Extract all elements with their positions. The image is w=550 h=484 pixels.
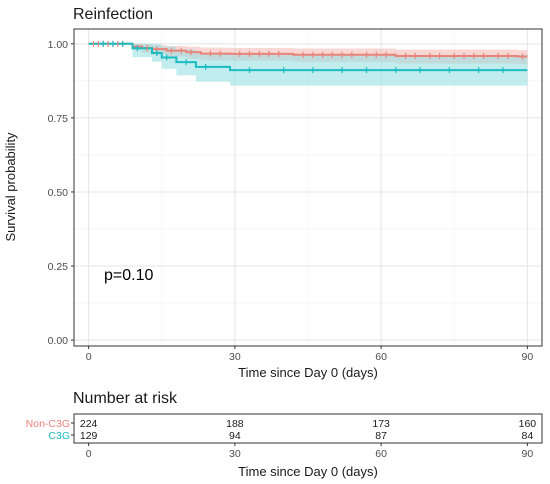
risk-x-ticks: 0 30 60 90 [86,443,534,460]
censor-marks [92,40,524,74]
y-tick-label: 0.75 [48,113,69,125]
risk-x-tick-label: 90 [522,448,534,460]
x-tick-label: 90 [522,351,534,363]
x-tick-label: 30 [229,351,241,363]
risk-x-tick-label: 60 [375,448,387,460]
risk-x-tick-label: 30 [229,448,241,460]
y-tick-label: 0.00 [48,335,69,347]
chart-title: Reinfection [73,6,153,23]
risk-cell: 87 [375,430,387,442]
p-value-annotation: p=0.10 [104,267,153,284]
risk-table-panel [73,413,543,444]
x-ticks: 0 30 60 90 [86,346,534,363]
plot-border [73,28,543,347]
risk-cell: 84 [522,430,534,442]
y-tick-label: 1.00 [48,39,69,51]
confidence-band-c3g [88,43,528,86]
risk-cell: 129 [80,430,98,442]
survival-curves [88,42,528,72]
y-ticks: 0.00 0.25 0.50 0.75 1.00 [48,39,74,347]
risk-cell: 173 [372,418,390,430]
risk-row-label: C3G [48,430,70,442]
risk-row-label: Non-C3G [26,418,70,430]
survival-curve-c3g [88,42,528,72]
risk-x-axis-label: Time since Day 0 (days) [238,464,378,479]
y-tick-label: 0.50 [48,187,69,199]
risk-x-tick-label: 0 [86,448,92,460]
risk-table-title: Number at risk [73,390,178,407]
risk-cell: 224 [80,418,98,430]
risk-cell: 160 [519,418,537,430]
y-tick-label: 0.25 [48,261,69,273]
y-axis-label: Survival probability [3,132,18,242]
risk-cell: 188 [226,418,244,430]
x-tick-label: 60 [375,351,387,363]
risk-table-cells: Non-C3G 224 188 173 160 C3G 129 94 87 84 [26,418,537,442]
x-tick-label: 0 [86,351,92,363]
risk-cell: 94 [229,430,241,442]
x-axis-label: Time since Day 0 (days) [238,365,378,380]
